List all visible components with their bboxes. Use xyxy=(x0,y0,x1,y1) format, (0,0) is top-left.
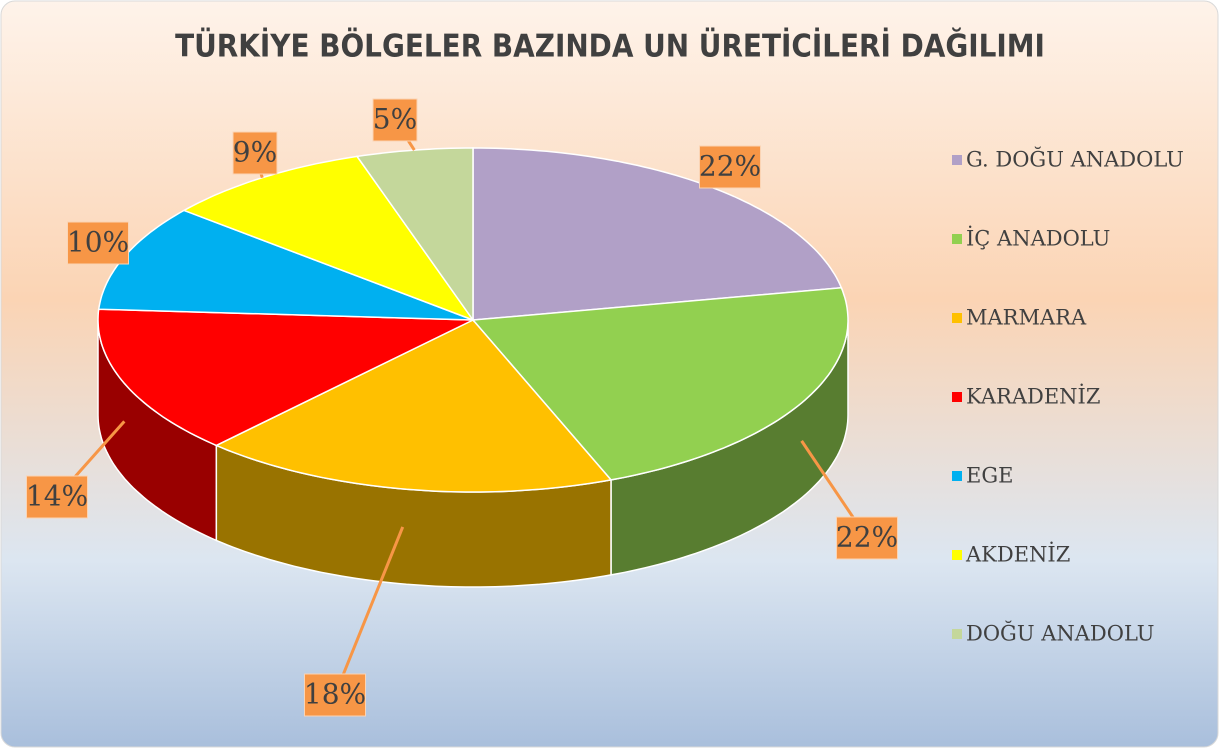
slice xyxy=(182,155,476,322)
slice xyxy=(214,319,613,493)
legend-label: KARADENİZ xyxy=(966,385,1100,409)
legend-label: AKDENİZ xyxy=(965,543,1070,567)
legend-swatch xyxy=(952,234,962,244)
legend-label: G. DOĞU ANADOLU xyxy=(966,147,1184,172)
chart-title: TÜRKİYE BÖLGELER BAZINDA UN ÜRETİCİLERİ … xyxy=(175,28,1045,65)
data-label: 14% xyxy=(26,480,88,513)
label-box xyxy=(232,131,278,175)
data-label: 22% xyxy=(699,150,761,183)
legend-label: DOĞU ANADOLU xyxy=(966,621,1154,646)
slice xyxy=(97,308,474,447)
legend-label: EGE xyxy=(966,464,1013,488)
legend-swatch xyxy=(952,155,962,165)
label-box xyxy=(304,673,366,717)
label-box xyxy=(67,221,129,265)
label-box xyxy=(699,145,761,189)
data-label: 22% xyxy=(836,521,898,554)
label-box xyxy=(836,516,898,560)
slice xyxy=(471,287,849,481)
legend-label: MARMARA xyxy=(966,306,1087,330)
label-box xyxy=(372,98,418,142)
legend-swatch xyxy=(952,313,962,323)
label-box xyxy=(26,475,88,519)
legend-swatch xyxy=(952,550,962,560)
legend-swatch xyxy=(952,629,962,639)
legend-label: İÇ ANADOLU xyxy=(966,227,1110,251)
data-label: 18% xyxy=(304,678,366,711)
data-label: 10% xyxy=(67,226,129,259)
legend-swatch xyxy=(952,392,962,402)
leader-line xyxy=(333,526,405,696)
data-label: 5% xyxy=(373,103,417,136)
legend-swatch xyxy=(952,471,962,481)
data-label: 9% xyxy=(233,136,277,169)
